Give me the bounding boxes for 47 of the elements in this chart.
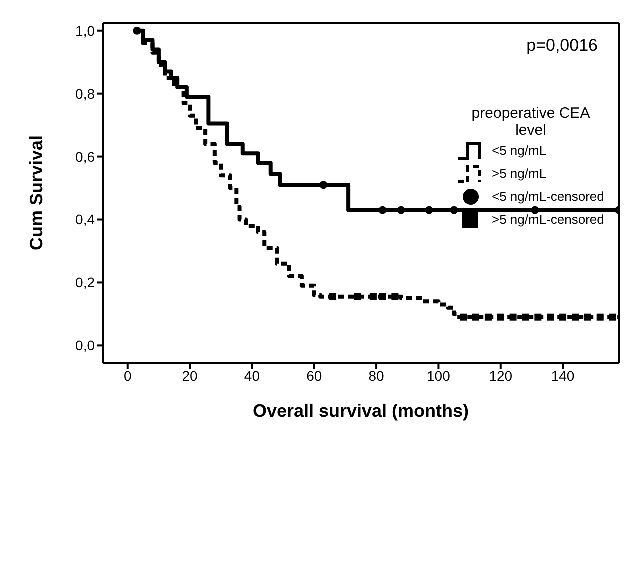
annotation: p=0,0016 <box>526 36 598 56</box>
point <box>460 314 468 321</box>
legend-label: <5 ng/mL-censored <box>492 189 604 204</box>
point <box>450 206 458 214</box>
point <box>596 314 604 321</box>
point <box>397 206 406 214</box>
point <box>497 314 504 321</box>
point <box>584 314 592 321</box>
x-axis-title: Overall survival (months) <box>252 401 470 421</box>
y-tick-label: 0,6 <box>76 148 96 165</box>
point <box>510 314 517 321</box>
legend-title: preoperative CEA level <box>470 105 592 139</box>
y-tick-label: 0,8 <box>76 86 96 102</box>
legend-label: <5 ng/mL <box>492 143 547 158</box>
y-tick-label: 1,0 <box>76 22 96 39</box>
point <box>425 206 434 214</box>
x-tick-label: 120 <box>489 368 513 384</box>
point <box>133 26 142 35</box>
x-tick-label: 100 <box>427 368 451 384</box>
point <box>320 181 328 190</box>
legend-label: >5 ng/mL-censored <box>492 212 604 227</box>
x-tick-label: 0 <box>124 368 132 384</box>
point <box>534 314 542 321</box>
y-tick-label: 0,0 <box>76 338 96 354</box>
point <box>484 314 492 321</box>
point <box>522 314 530 321</box>
y-tick-label: 0,2 <box>76 274 96 291</box>
legend-label: >5 ng/mL <box>492 166 547 181</box>
x-tick-label: 80 <box>368 368 385 384</box>
point <box>370 293 377 300</box>
x-tick-label: 20 <box>182 368 198 384</box>
x-tick-label: 140 <box>551 368 575 384</box>
point <box>531 206 540 214</box>
point <box>472 314 480 321</box>
point <box>560 314 567 321</box>
point <box>547 314 554 321</box>
point <box>609 314 616 321</box>
point <box>330 293 337 300</box>
y-axis-title: Cum Survival <box>26 135 46 251</box>
x-tick-label: 40 <box>244 368 260 384</box>
point <box>379 293 386 300</box>
point <box>354 293 362 300</box>
point <box>378 206 387 214</box>
point <box>392 293 399 300</box>
y-tick-label: 0,4 <box>76 212 96 228</box>
x-tick-label: 60 <box>306 368 322 384</box>
point <box>572 314 579 321</box>
